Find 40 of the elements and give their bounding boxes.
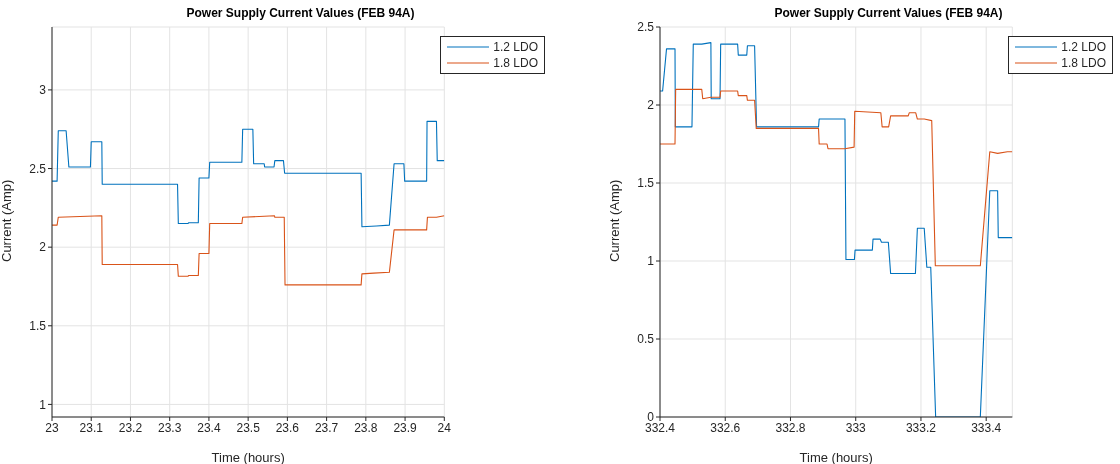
legend-label: 1.8 LDO	[1061, 55, 1106, 71]
y-axis-title: Current (Amp)	[606, 179, 622, 262]
x-tick-label: 23.1	[79, 420, 104, 435]
chart-title: Power Supply Current Values (FEB 94A)	[773, 6, 1004, 20]
line-series	[52, 120, 445, 228]
legend-label: 1.2 LDO	[493, 39, 538, 55]
x-tick-label: 23.5	[236, 420, 261, 435]
y-tick-label: 2	[39, 240, 47, 255]
y-tick-label: 1	[647, 254, 655, 269]
chart-title: Power Supply Current Values (FEB 94A)	[185, 6, 416, 20]
x-tick-label: 332.4	[644, 420, 676, 435]
x-tick-label: 333	[845, 420, 867, 435]
x-axis-title: Time (hours)	[799, 450, 873, 464]
y-tick-label: 2.5	[637, 20, 655, 35]
x-tick-label: 23.2	[118, 420, 143, 435]
x-tick-label: 23.6	[275, 420, 300, 435]
x-tick-label: 333.4	[971, 420, 1002, 435]
x-tick-label: 23.8	[354, 420, 378, 435]
x-tick-label: 23.7	[314, 420, 339, 435]
x-tick-label: 23	[45, 420, 59, 435]
x-tick-label: 332.8	[775, 420, 806, 435]
x-tick-label: 23.9	[393, 420, 418, 435]
x-tick-label: 23.4	[197, 420, 221, 435]
y-axis-title: Current (Amp)	[0, 179, 14, 262]
legend-label: 1.8 LDO	[493, 55, 538, 71]
x-tick-label: 24	[437, 420, 452, 435]
y-tick-label: 3	[39, 83, 47, 98]
line-series	[52, 215, 445, 286]
x-tick-label: 333.2	[905, 420, 937, 435]
line-series	[660, 88, 1013, 267]
y-tick-label: 0.5	[637, 332, 655, 347]
y-tick-label: 1.5	[637, 176, 655, 191]
x-axis-title: Time (hours)	[211, 450, 285, 464]
y-tick-label: 2.5	[29, 161, 47, 176]
y-tick-label: 1.5	[29, 319, 47, 334]
x-tick-label: 332.6	[710, 420, 741, 435]
y-tick-label: 1	[39, 397, 47, 412]
y-tick-label: 2	[647, 98, 655, 113]
legend-label: 1.2 LDO	[1061, 39, 1106, 55]
x-tick-label: 23.3	[158, 420, 182, 435]
